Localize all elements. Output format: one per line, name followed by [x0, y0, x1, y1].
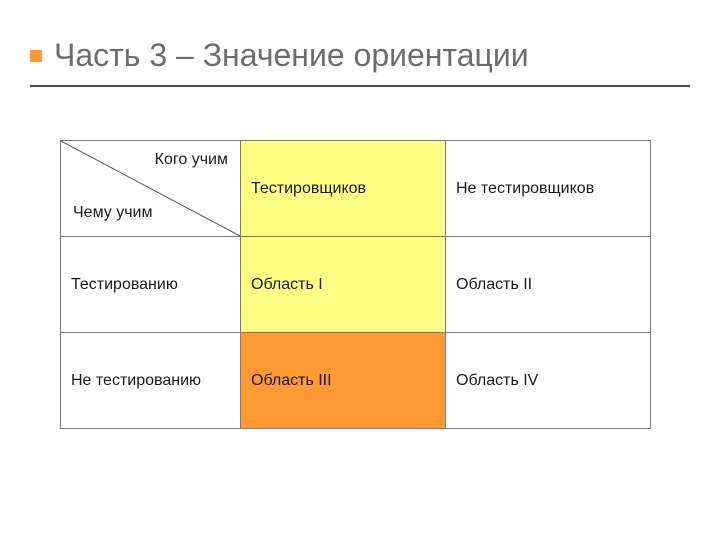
row-header: Тестированию — [61, 237, 241, 333]
matrix-cell: Область II — [446, 237, 651, 333]
slide-title: Часть 3 – Значение ориентации — [54, 38, 529, 73]
matrix-cell: Область III — [241, 333, 446, 429]
table-row: Кого учим Чему учим Тестировщиков Не тес… — [61, 141, 651, 237]
column-header: Тестировщиков — [241, 141, 446, 237]
column-header: Не тестировщиков — [446, 141, 651, 237]
diagonal-upper-label: Кого учим — [155, 151, 228, 169]
table-row: Тестированию Область I Область II — [61, 237, 651, 333]
title-area: Часть 3 – Значение ориентации — [30, 38, 690, 87]
table-row: Не тестированию Область III Область IV — [61, 333, 651, 429]
title-bullet-icon — [30, 50, 42, 62]
matrix-cell: Область I — [241, 237, 446, 333]
matrix-cell: Область IV — [446, 333, 651, 429]
row-header: Не тестированию — [61, 333, 241, 429]
title-row: Часть 3 – Значение ориентации — [30, 38, 690, 73]
title-underline — [30, 85, 690, 87]
diagonal-header-cell: Кого учим Чему учим — [61, 141, 241, 237]
slide: Часть 3 – Значение ориентации Кого учим … — [0, 0, 720, 540]
diagonal-lower-label: Чему учим — [73, 204, 152, 222]
matrix-table: Кого учим Чему учим Тестировщиков Не тес… — [60, 140, 651, 429]
